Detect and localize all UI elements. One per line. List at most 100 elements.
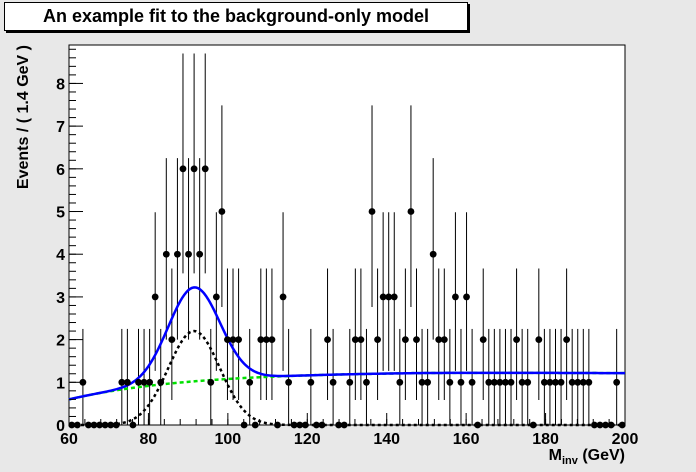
data-point <box>179 165 187 173</box>
y-tick-label: 8 <box>56 76 65 93</box>
data-point <box>285 378 293 386</box>
data-point <box>107 421 115 429</box>
y-tick-label: 5 <box>56 205 65 222</box>
data-point <box>496 378 504 386</box>
data-point <box>318 421 326 429</box>
data-point <box>557 378 565 386</box>
data-point <box>307 378 315 386</box>
y-tick-label: 3 <box>56 290 65 307</box>
data-point <box>513 336 520 344</box>
data-point <box>262 336 270 344</box>
data-point <box>313 421 320 429</box>
data-point <box>502 378 509 386</box>
data-point <box>140 378 148 386</box>
data-point <box>251 421 259 429</box>
data-point <box>479 336 487 344</box>
data-point <box>568 378 576 386</box>
data-point <box>401 336 409 344</box>
data-point <box>407 208 415 215</box>
x-tick-label: 180 <box>532 431 559 448</box>
data-point <box>563 336 571 344</box>
data-point <box>546 378 554 386</box>
data-point <box>618 421 626 429</box>
x-tick-label: 80 <box>140 431 158 448</box>
data-point <box>574 378 582 386</box>
x-tick-label: 60 <box>60 431 78 448</box>
data-point <box>596 421 604 429</box>
data-point <box>552 378 559 386</box>
data-point <box>374 336 381 344</box>
data-point <box>368 208 376 215</box>
data-point <box>224 336 231 344</box>
data-points <box>68 165 626 429</box>
data-point <box>535 336 543 344</box>
data-point <box>424 378 432 386</box>
x-axis-title-sub: inv <box>562 455 579 467</box>
data-point <box>118 378 126 386</box>
x-axis-title-unit: (GeV) <box>578 447 625 464</box>
data-point <box>485 378 493 386</box>
data-point <box>346 378 354 386</box>
data-point <box>162 250 170 258</box>
data-point <box>602 421 609 429</box>
data-point <box>429 250 437 258</box>
data-point <box>579 378 587 386</box>
data-point <box>229 336 237 344</box>
data-point <box>151 293 159 301</box>
data-point <box>413 336 420 344</box>
x-tick-label: 160 <box>453 431 480 448</box>
data-point <box>585 378 593 386</box>
data-point <box>257 336 265 344</box>
data-point <box>235 336 242 344</box>
data-point <box>490 378 498 386</box>
data-point <box>123 378 131 386</box>
data-point <box>146 378 154 386</box>
data-point <box>296 421 304 429</box>
data-point <box>390 293 398 301</box>
data-point <box>357 336 365 344</box>
y-axis-title: Events / ( 1.4 GeV ) <box>15 45 32 189</box>
x-tick-label: 200 <box>612 431 639 448</box>
data-point <box>379 293 387 301</box>
data-point <box>196 250 204 258</box>
data-point <box>185 250 192 258</box>
x-tick-label: 100 <box>215 431 242 448</box>
data-point <box>540 378 548 386</box>
y-tick-label: 4 <box>56 247 65 264</box>
data-point <box>613 378 621 386</box>
data-point <box>190 165 198 173</box>
data-point <box>207 378 215 386</box>
y-tick-label: 6 <box>56 162 65 179</box>
data-point <box>396 378 404 386</box>
data-point <box>168 336 176 344</box>
y-tick-label: 1 <box>56 375 65 392</box>
data-point <box>463 293 470 301</box>
data-point <box>85 421 92 429</box>
axes: 60 80 100 120 140 160 180 200 0 1 2 3 4 5 6 7 8 <box>56 48 639 448</box>
data-point <box>446 378 454 386</box>
data-point <box>518 378 526 386</box>
data-point <box>524 378 532 386</box>
data-point <box>90 421 98 429</box>
data-point <box>457 378 465 386</box>
data-point <box>529 421 537 429</box>
data-point <box>157 378 165 386</box>
y-tick-label: 0 <box>56 418 65 435</box>
x-axis-title-main: M <box>549 447 562 464</box>
data-point <box>324 336 331 344</box>
data-point <box>385 293 393 301</box>
data-point <box>440 336 448 344</box>
data-point <box>96 421 103 429</box>
data-point <box>246 378 254 386</box>
x-tick-label: 120 <box>294 431 321 448</box>
data-point <box>351 336 359 344</box>
total-fit-curve <box>68 286 626 401</box>
y-tick-label: 2 <box>56 333 65 350</box>
data-point <box>279 293 287 301</box>
data-point <box>363 378 370 386</box>
x-axis-title: Minv (GeV) <box>549 447 625 467</box>
x-tick-label: 140 <box>373 431 400 448</box>
data-point <box>201 165 209 173</box>
